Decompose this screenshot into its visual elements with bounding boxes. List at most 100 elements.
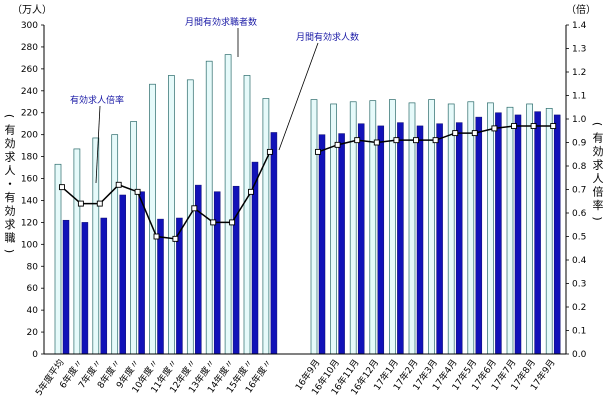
ratio-point	[354, 137, 361, 144]
right-tick-label: 0.9	[572, 139, 587, 149]
bar-job-offers	[119, 194, 126, 355]
ratio-point	[229, 219, 236, 226]
bar-job-seekers	[545, 107, 553, 355]
axis-label-char: )	[3, 249, 16, 253]
bar-job-seekers	[130, 121, 137, 355]
bar-job-offers	[475, 116, 483, 355]
ratio-point	[393, 137, 400, 144]
bar-job-seekers	[310, 99, 318, 355]
right-tick-label: 0.0	[572, 350, 587, 360]
left-tick-label: 60	[27, 284, 39, 294]
bar-job-offers	[62, 219, 70, 355]
bar-job-seekers	[467, 101, 475, 355]
axis-label-char: 率	[593, 198, 604, 212]
left-tick-label: 120	[21, 218, 38, 228]
right-axis-ticks: 0.0 0.1 0.2 0.3 0.4 0.5 0.6 0.7 0.8 0.9 1.0 1.1 1.2 1…	[572, 21, 587, 360]
bar-job-offers	[553, 114, 561, 355]
leader-job-offers	[278, 42, 319, 151]
axis-label-char: (	[3, 114, 16, 118]
right-tick-label: 0.8	[572, 162, 587, 172]
bar-job-offers	[270, 132, 278, 355]
bar-job-offers	[514, 114, 522, 355]
ratio-point	[491, 125, 498, 132]
axis-label-char: 人	[5, 164, 16, 177]
bar-job-seekers	[73, 148, 81, 355]
bar-job-seekers	[243, 75, 251, 355]
ratio-line-annual	[61, 151, 271, 240]
ratio-point	[191, 205, 198, 212]
ratio-point	[334, 141, 341, 148]
axis-label-char: 効	[5, 136, 16, 150]
x-axis-labels: 5年度平均6年度〃7年度〃8年度〃9年度〃10年度〃11年度〃12年度〃13年度…	[33, 357, 558, 398]
bar-job-seekers	[526, 103, 533, 355]
ratio-point	[172, 235, 179, 242]
left-axis-unit: （万人）	[12, 4, 52, 16]
right-tick-label: 1.2	[572, 68, 586, 78]
right-tick-label: 0.7	[572, 186, 586, 196]
bar-job-seekers	[92, 137, 100, 355]
annotation-job-offers: 月間有効求人数	[296, 31, 359, 43]
bar-job-offers	[495, 112, 502, 355]
axis-label-char: 効	[593, 144, 604, 158]
bar-job-seekers	[262, 98, 270, 355]
right-tick-label: 0.5	[572, 233, 586, 243]
bar-job-offers	[138, 191, 145, 355]
axis-label-char: 求	[5, 151, 16, 164]
bar-job-seekers	[447, 103, 455, 355]
bar-job-offers	[318, 134, 326, 355]
right-tick-label: 0.3	[572, 280, 586, 290]
ratio-point	[77, 200, 84, 207]
axis-label-char: 求	[5, 218, 16, 231]
bar-job-seekers	[506, 106, 514, 355]
right-tick-label: 1.3	[572, 45, 586, 55]
bar-job-offers	[213, 191, 221, 355]
bar-job-offers	[397, 122, 404, 355]
ratio-point	[432, 137, 439, 144]
annotation-job-seekers: 月間有効求職者数	[185, 16, 257, 28]
left-tick-label: 140	[21, 196, 38, 206]
bar-job-offers	[357, 123, 365, 355]
right-tick-label: 1.4	[572, 21, 587, 31]
right-tick-label: 0.4	[572, 256, 587, 266]
ratio-point	[96, 200, 103, 207]
ratio-point	[266, 148, 273, 155]
x-tick-label: 5年度平均	[33, 357, 67, 398]
bar-job-seekers	[330, 103, 337, 355]
axis-label-char: )	[591, 216, 604, 220]
right-tick-label: 0.6	[572, 209, 587, 219]
left-tick-label: 80	[27, 262, 39, 272]
bar-job-seekers	[168, 75, 175, 355]
left-tick-label: 160	[21, 175, 38, 185]
ratio-point	[530, 123, 537, 130]
left-tick-label: 240	[21, 87, 38, 97]
bar-job-offers	[436, 123, 443, 355]
left-tick-label: 0	[32, 350, 38, 360]
bar-job-seekers	[54, 163, 62, 355]
ratio-point	[115, 181, 122, 188]
ratio-point	[550, 123, 557, 130]
ratio-line-layer	[59, 123, 557, 242]
bar-job-seekers	[149, 83, 156, 355]
bar-layer	[54, 54, 561, 355]
bar-job-offers	[416, 125, 424, 355]
axis-label-char: 倍	[593, 185, 604, 199]
ratio-point	[511, 123, 517, 130]
bar-job-offers	[455, 122, 463, 355]
ratio-point	[248, 188, 254, 195]
axis-label-char: (	[591, 122, 604, 126]
axis-label-char: 有	[593, 131, 604, 145]
bar-job-seekers	[111, 134, 119, 355]
annotation-ratio: 有効求人倍率	[70, 94, 124, 106]
axis-label-char: 有	[5, 190, 16, 204]
axes	[43, 25, 567, 355]
left-tick-label: 300	[21, 21, 38, 31]
right-axis-label: (有効求人倍率)	[591, 122, 604, 221]
annotations: 月間有効求職者数 月間有効求人数 有効求人倍率	[70, 16, 359, 184]
ratio-point	[210, 219, 217, 226]
axis-label-char: 効	[5, 204, 16, 218]
left-axis-ticks: 0 20 40 60 80 100 120 140 160 180 200 220 240 260 280 3…	[21, 21, 38, 360]
leader-ratio	[95, 105, 101, 184]
axis-label-char: 有	[5, 123, 16, 137]
left-tick-label: 260	[21, 65, 38, 75]
right-axis-unit: （倍）	[566, 3, 596, 16]
